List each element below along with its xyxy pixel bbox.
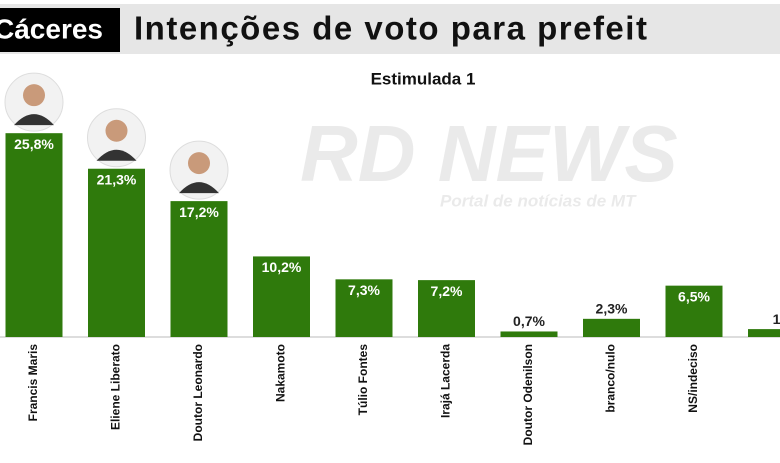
bar: [665, 285, 723, 337]
watermark-brand: RD NEWS: [300, 109, 678, 198]
bar: [170, 201, 228, 337]
watermark: RD NEWS Portal de notícias de MT: [300, 109, 678, 210]
bar: [583, 318, 640, 337]
x-tick-label: branco/nulo: [604, 344, 618, 413]
x-tick-label: NS/indeciso: [686, 344, 700, 413]
candidate-photo: [4, 72, 64, 132]
x-tick-label: Nakamoto: [274, 344, 288, 402]
x-tick-label: Francis Maris: [26, 344, 40, 422]
value-label: 2,3%: [596, 301, 628, 317]
bar: [418, 280, 475, 337]
bar: [335, 279, 393, 337]
title-band: [0, 4, 780, 54]
candidate-photo: [169, 140, 229, 200]
value-label: 25,8%: [14, 136, 54, 152]
x-tick-label: Doutor Odenilson: [521, 344, 535, 445]
title-place: Cáceres: [0, 13, 103, 44]
chart-subtitle: Estimulada 1: [371, 69, 476, 88]
bar: [253, 256, 310, 337]
value-label: 17,2%: [179, 204, 219, 220]
watermark-tagline: Portal de notícias de MT: [440, 191, 637, 210]
value-label: 0,7%: [513, 313, 545, 329]
value-label: 1: [773, 311, 780, 327]
bar: [88, 168, 145, 337]
photo-body: [14, 114, 54, 126]
value-label: 21,3%: [97, 171, 137, 187]
bar: [500, 331, 558, 337]
x-tick-label: Eliene Liberato: [109, 344, 123, 430]
photo-head: [188, 152, 210, 175]
bar: [748, 329, 780, 337]
title-place-box: [0, 8, 120, 52]
bar: [5, 133, 63, 337]
x-tick-label: Doutor Leonardo: [191, 344, 205, 441]
photo-body: [179, 182, 219, 194]
value-label: 7,2%: [431, 283, 463, 299]
value-label: 7,3%: [348, 282, 380, 298]
x-tick-label: Túlio Fontes: [356, 344, 370, 416]
x-tick-label: Irajá Lacerda: [439, 344, 453, 418]
value-label: 10,2%: [262, 259, 302, 275]
candidate-photo: [87, 108, 146, 168]
photo-head: [23, 84, 45, 107]
chart-title: Intenções de voto para prefeit: [134, 10, 648, 47]
value-label: 6,5%: [678, 288, 710, 304]
photo-head: [105, 119, 128, 142]
photo-body: [96, 149, 137, 161]
